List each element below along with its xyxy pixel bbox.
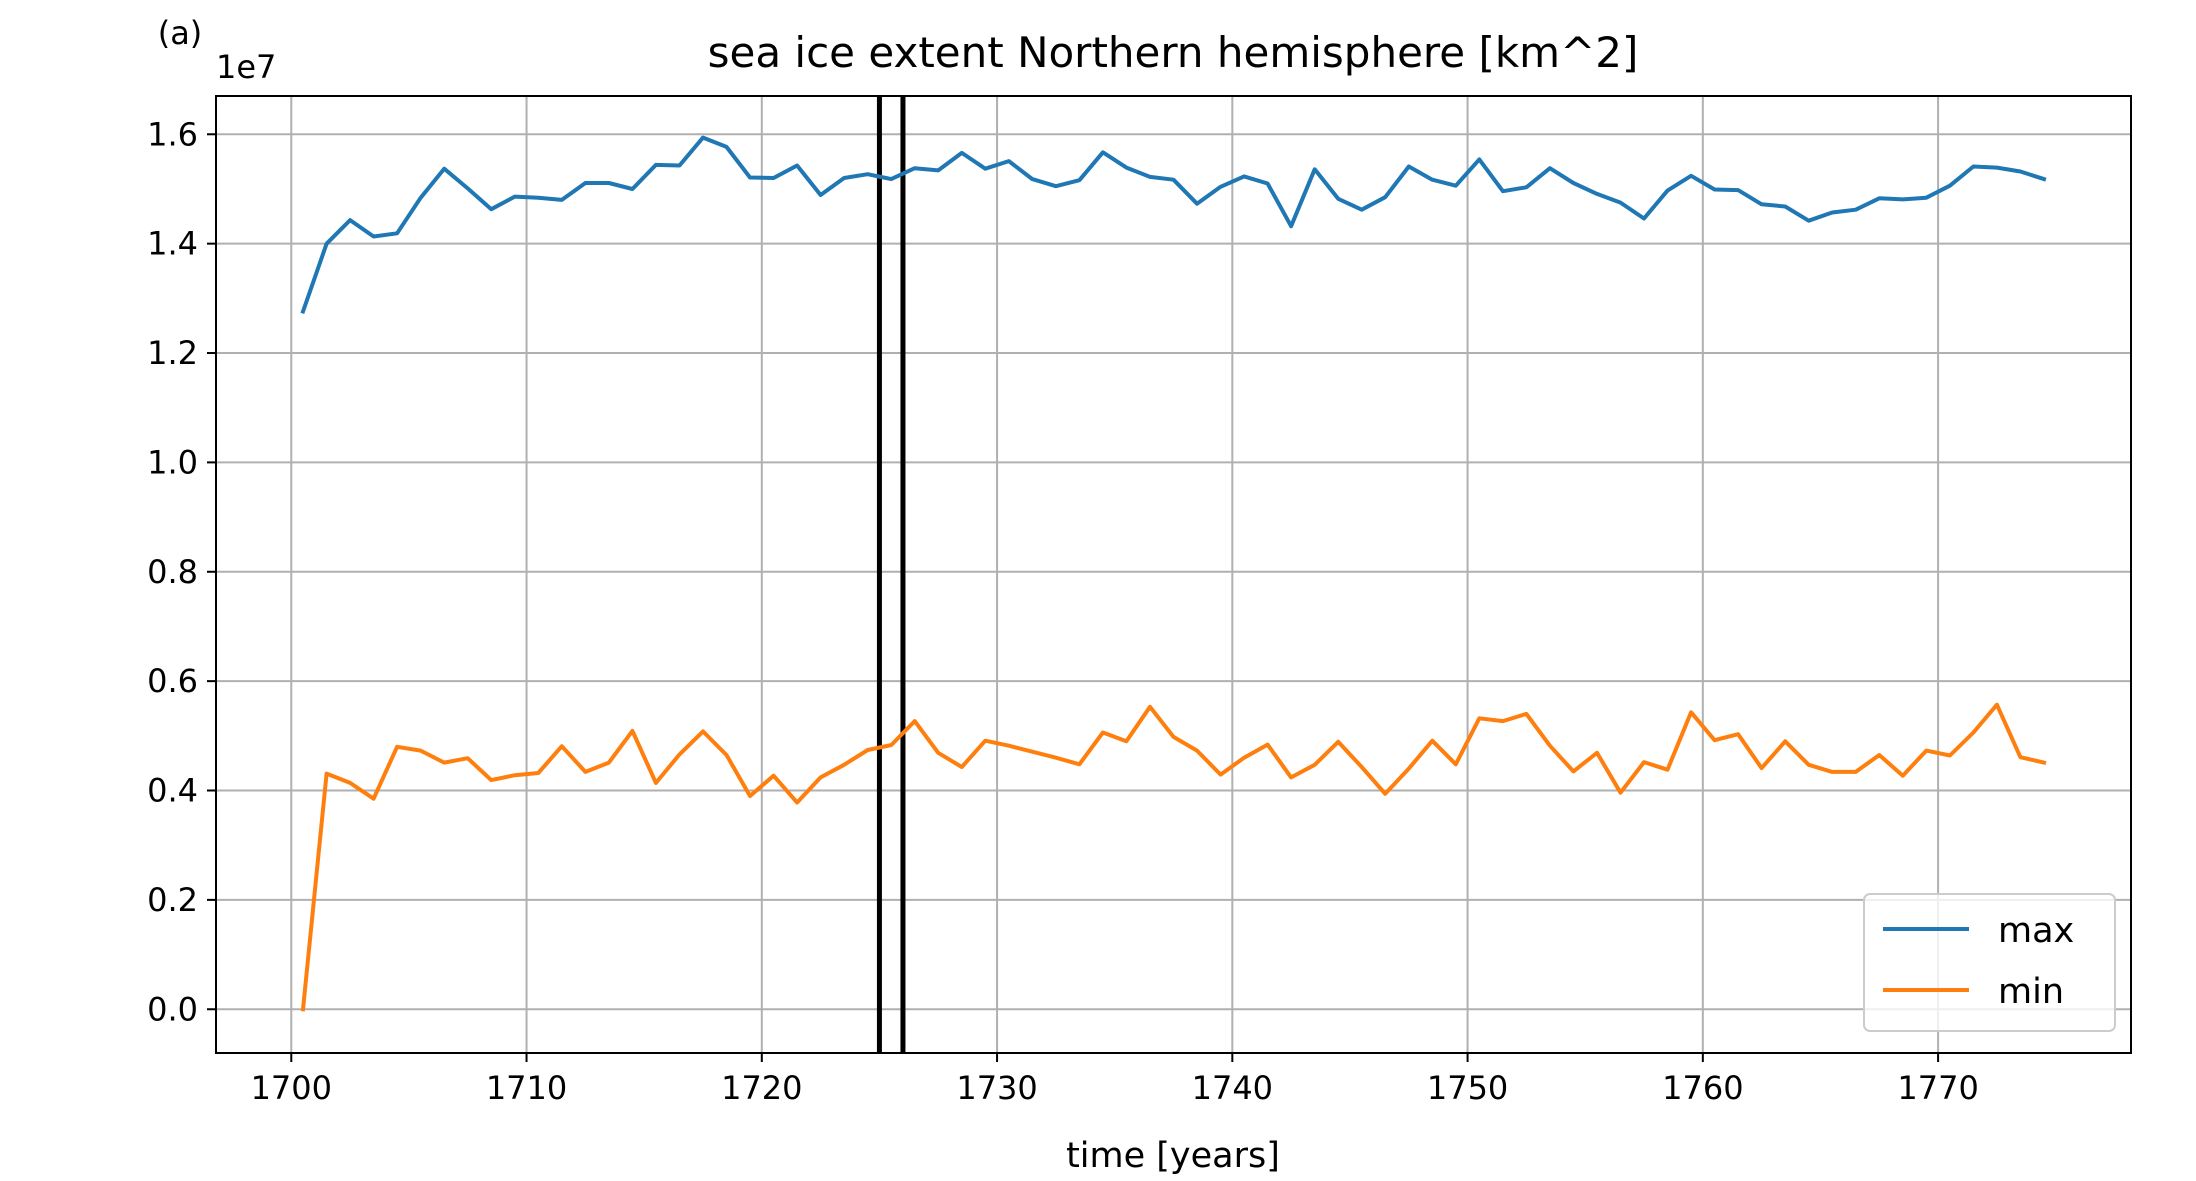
x-tick-label: 1770: [1897, 1069, 1978, 1107]
panel-label: (a): [158, 14, 203, 52]
y-offset-label: 1e7: [216, 48, 276, 86]
plot-frame: [215, 95, 2132, 1054]
x-tick-label: 1760: [1662, 1069, 1743, 1107]
x-tick-label: 1710: [486, 1069, 567, 1107]
legend-label-max: max: [1998, 911, 2074, 951]
y-tick-label: 1.0: [147, 443, 198, 481]
x-tick-label: 1750: [1427, 1069, 1508, 1107]
x-tick-label: 1730: [956, 1069, 1037, 1107]
legend-box: [1863, 893, 2116, 1032]
x-tick-label: 1700: [251, 1069, 332, 1107]
series-lines: [300, 135, 2047, 1012]
grid: [216, 96, 2131, 1053]
y-tick-label: 1.2: [147, 334, 198, 372]
vertical-markers: [876, 96, 906, 1053]
x-axis-label: time [years]: [1066, 1136, 1280, 1176]
series-line-max: [300, 135, 2047, 315]
x-tick-label: 1720: [721, 1069, 802, 1107]
y-tick-label: 1.6: [147, 115, 198, 153]
axis-ticks: 1700 1710 1720 1730 1740 1750 1760 1770 0.0 0.2 0.…: [147, 115, 1979, 1107]
chart-title: sea ice extent Northern hemisphere [km^2…: [708, 28, 1639, 77]
legend-label-min: min: [1998, 972, 2064, 1012]
y-tick-label: 0.8: [147, 553, 198, 591]
y-tick-label: 0.6: [147, 662, 198, 700]
legend: max min: [1863, 893, 2116, 1032]
x-tick-label: 1740: [1192, 1069, 1273, 1107]
y-tick-label: 0.4: [147, 772, 198, 810]
series-line-min: [300, 702, 2047, 1012]
y-tick-label: 0.2: [147, 881, 198, 919]
y-tick-label: 0.0: [147, 990, 198, 1028]
y-tick-label: 1.4: [147, 225, 198, 263]
